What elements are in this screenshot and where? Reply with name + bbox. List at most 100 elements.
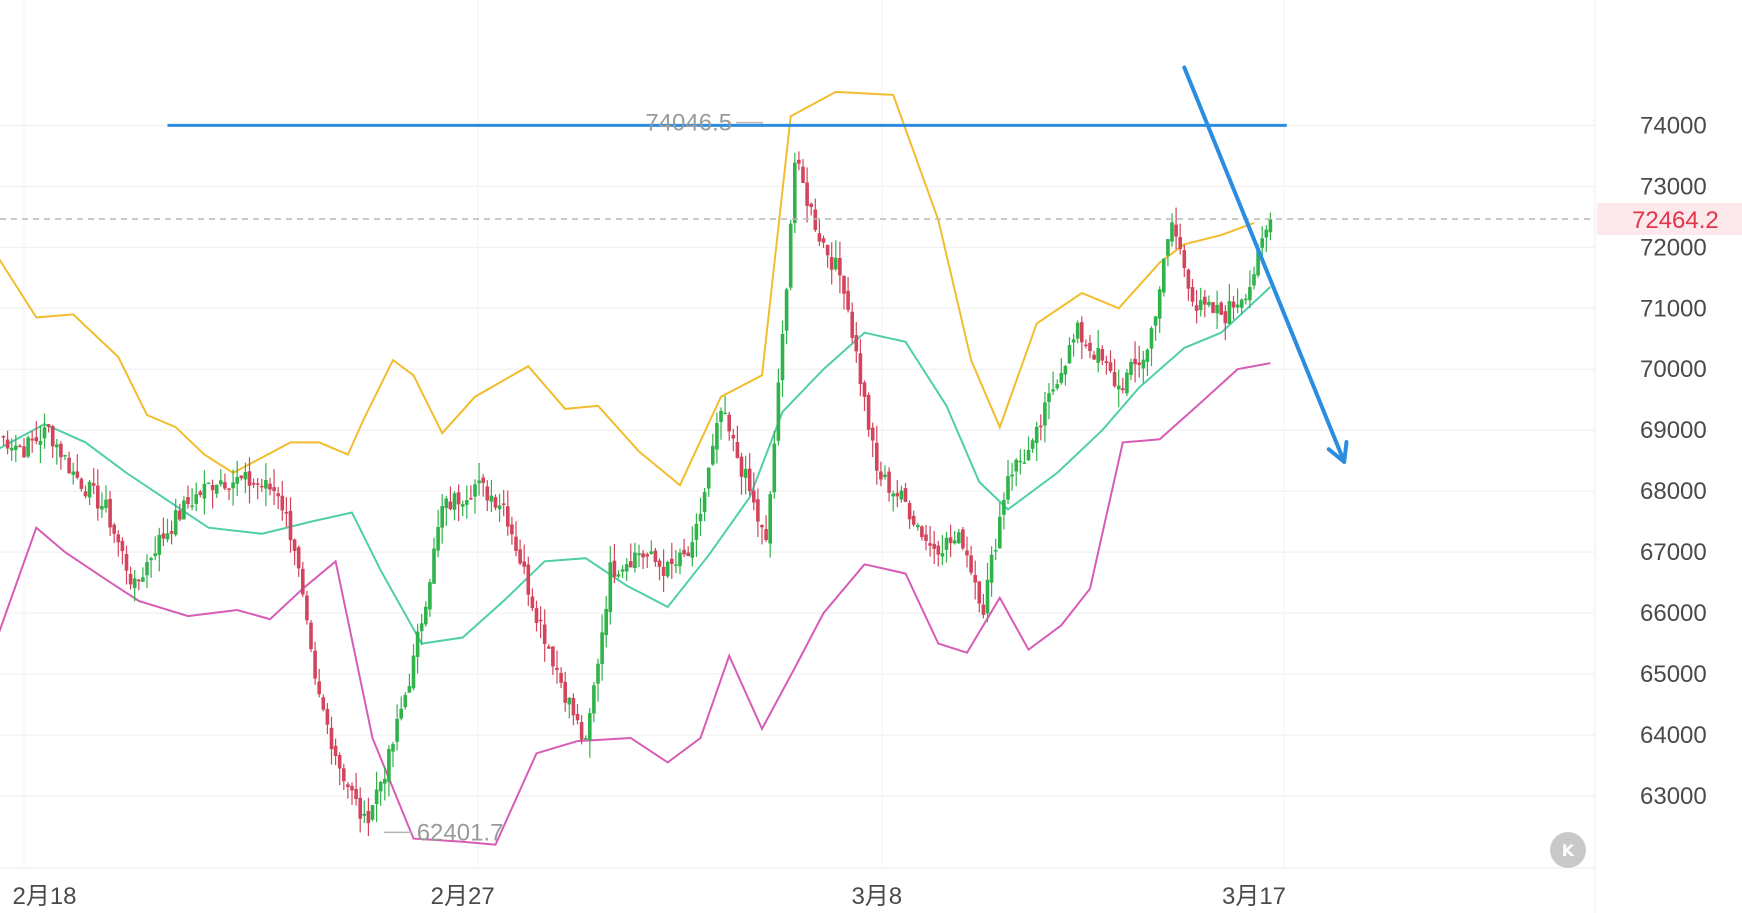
candle-body: [1215, 304, 1219, 314]
candle-body: [333, 745, 338, 757]
candle-body: [350, 785, 354, 791]
candle-body: [756, 499, 760, 522]
x-tick-label: 2月27: [431, 883, 495, 910]
candle-body: [928, 543, 932, 546]
candle-body: [1166, 239, 1170, 256]
candle-body: [79, 478, 84, 489]
candle-body: [1071, 339, 1076, 343]
candle-body: [501, 503, 506, 505]
candle-body: [59, 443, 63, 458]
candle-body: [579, 722, 584, 740]
candle-body: [891, 493, 895, 497]
candle-body: [284, 511, 289, 514]
candle-body: [1075, 322, 1080, 339]
candle-body: [1252, 274, 1256, 286]
candle-body: [698, 513, 703, 522]
candle-body: [957, 532, 961, 544]
current-price-label: 72464.2: [1632, 207, 1719, 234]
candle-body: [194, 494, 198, 504]
candle-body: [711, 445, 715, 465]
candle-body: [1219, 302, 1223, 315]
candle-body: [485, 486, 490, 501]
candle-body: [50, 425, 55, 447]
candle-body: [858, 353, 863, 385]
candle-body: [743, 468, 748, 478]
y-tick-label: 73000: [1640, 173, 1707, 200]
candle-body: [452, 493, 457, 510]
candle-body: [145, 562, 149, 576]
candle-body: [629, 561, 633, 568]
candle-body: [1248, 287, 1252, 301]
y-tick-label: 66000: [1640, 600, 1707, 627]
candle-body: [522, 561, 526, 567]
candle-body: [612, 560, 617, 577]
candle-body: [670, 558, 674, 564]
candle-body: [173, 510, 178, 535]
candle-body: [219, 480, 223, 485]
candle-body: [551, 646, 555, 667]
candle-body: [120, 540, 125, 552]
candle-body: [567, 697, 572, 705]
candle-body: [510, 524, 514, 535]
candle-body: [288, 510, 293, 541]
candle-body: [280, 495, 285, 511]
candle-body: [936, 545, 941, 555]
candle-body: [1244, 298, 1248, 301]
candle-body: [1096, 348, 1100, 363]
candle-body: [210, 484, 215, 491]
y-tick-label: 64000: [1640, 722, 1707, 749]
candle-body: [907, 503, 912, 520]
candle-body: [616, 574, 621, 577]
candle-body: [686, 552, 690, 557]
candle-body: [460, 504, 465, 507]
candle-body: [838, 257, 842, 276]
candle-body: [1092, 354, 1096, 360]
candle-body: [1239, 299, 1244, 308]
candle-body: [481, 477, 485, 483]
candle-body: [850, 311, 854, 338]
candle-body: [1034, 426, 1039, 444]
candle-body: [383, 778, 387, 784]
candle-body: [1108, 362, 1113, 371]
k-line-toggle-button[interactable]: K: [1550, 832, 1586, 868]
y-tick-label: 68000: [1640, 478, 1707, 505]
candle-body: [596, 663, 600, 684]
candle-body: [235, 477, 239, 484]
candle-body: [1051, 389, 1055, 392]
candle-body: [514, 536, 518, 551]
candle-body: [1141, 359, 1146, 369]
x-tick-label: 2月18: [12, 883, 76, 910]
candle-body: [899, 490, 904, 500]
candle-body: [419, 623, 424, 632]
candle-body: [489, 495, 494, 502]
candle-body: [608, 562, 613, 613]
candle-body: [1182, 250, 1187, 269]
candle-body: [1264, 229, 1269, 238]
candle-body: [932, 543, 936, 549]
candle-body: [124, 553, 129, 571]
candle-body: [911, 515, 916, 525]
candle-body: [1088, 342, 1092, 352]
candle-body: [825, 244, 830, 256]
candle-body: [661, 566, 666, 576]
candle-body: [977, 581, 982, 604]
candle-body: [370, 805, 375, 820]
candle-body: [981, 604, 986, 615]
candle-body: [1030, 440, 1035, 449]
candle-body: [715, 423, 719, 450]
candle-body: [1059, 372, 1064, 383]
candle-body: [538, 619, 543, 622]
candle-body: [657, 560, 662, 567]
candle-body: [1129, 362, 1133, 375]
candle-body: [141, 577, 145, 582]
candle-body: [895, 492, 900, 497]
candle-body: [247, 471, 252, 486]
trend-arrow-shaft: [1182, 65, 1347, 464]
candle-body: [358, 797, 362, 819]
candle-body: [1067, 344, 1072, 364]
candle-body: [547, 646, 551, 649]
candle-body: [866, 394, 871, 430]
candle-body: [985, 579, 990, 614]
candle-body: [313, 650, 317, 679]
